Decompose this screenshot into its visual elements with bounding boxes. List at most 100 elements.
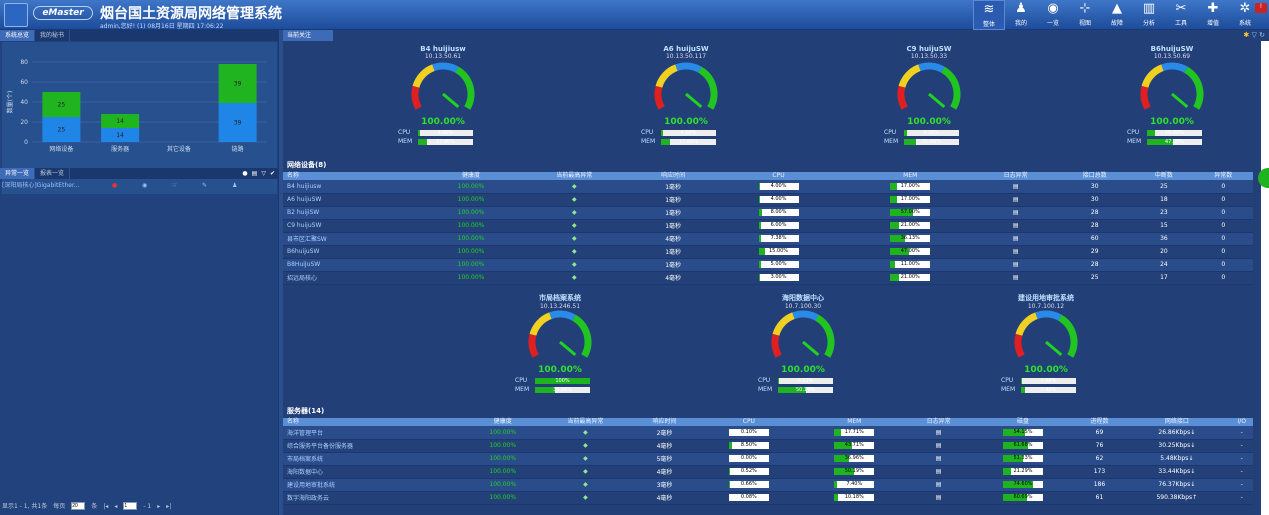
refresh-icon[interactable]: ↻ bbox=[1259, 31, 1265, 39]
status-dot-icon[interactable]: ◆ bbox=[571, 235, 577, 242]
table-row[interactable]: 数字海阳政务云 100.00% ◆ 4毫秒 0.08% 10.18% ▤ 60.69% 61 59… bbox=[283, 491, 1253, 505]
log-icon[interactable]: ▤ bbox=[935, 455, 942, 462]
log-icon[interactable]: ▤ bbox=[935, 481, 942, 488]
device-gauge[interactable]: 海阳数据中心 10.7.100.30 100.00% CPU 0.52% MEM 50.19… bbox=[748, 293, 858, 403]
log-icon[interactable]: ▤ bbox=[935, 494, 942, 501]
first-page-icon[interactable]: |◂ bbox=[103, 503, 109, 510]
log-icon[interactable]: ▤ bbox=[1012, 209, 1019, 216]
log-icon[interactable]: ▤ bbox=[1012, 235, 1019, 242]
nav-item-0[interactable]: ≋ 整体 bbox=[973, 0, 1005, 30]
log-icon[interactable]: ▤ bbox=[1012, 261, 1019, 268]
side-toggle-button[interactable] bbox=[1258, 168, 1269, 188]
device-gauge[interactable]: C9 huijuSW 10.13.50.33 100.00% CPU 6.00% MEM 2… bbox=[874, 45, 984, 155]
table-row[interactable]: B2 huijiSW 100.00% ◆ 1毫秒 8.00% 57.00% ▤ 28 23 0 bbox=[283, 206, 1253, 220]
settings-icon[interactable]: ✱ bbox=[1243, 31, 1250, 39]
network-rate: 590.38Kbps↑ bbox=[1123, 491, 1231, 505]
table-row[interactable]: 县市区汇聚SW 100.00% ◆ 4毫秒 7.38% 36.13% ▤ 60 36 0 bbox=[283, 232, 1253, 246]
nav-item-7[interactable]: ✚ 增值 bbox=[1197, 0, 1229, 30]
status-dot-icon[interactable]: ◆ bbox=[583, 494, 588, 501]
status-dot-icon[interactable]: ◆ bbox=[571, 274, 577, 281]
alarm-icon[interactable]: ! bbox=[1255, 3, 1267, 13]
gauge-mem-label: MEM bbox=[641, 138, 656, 145]
table-row[interactable]: 综合服务平台备份服务器 100.00% ◆ 4毫秒 8.50% 43.71% ▤ 61.68%… bbox=[283, 439, 1253, 453]
x-tick-label: 其它设备 bbox=[167, 145, 191, 153]
log-icon[interactable]: ▤ bbox=[1012, 222, 1019, 229]
log-icon[interactable]: ▤ bbox=[1012, 248, 1019, 255]
filter-icon[interactable]: ▽ bbox=[261, 170, 266, 177]
table-row[interactable]: B4 huijiusw 100.00% ◆ 1毫秒 4.00% 17.00% ▤ 30 25 0 bbox=[283, 180, 1253, 194]
gauge-mem-bar: MEM 17.00% bbox=[641, 138, 731, 145]
prev-page-icon[interactable]: ◂ bbox=[114, 503, 118, 510]
status-dot-icon[interactable]: ◆ bbox=[571, 182, 577, 190]
status-dot-icon[interactable]: ◆ bbox=[583, 455, 588, 462]
nav-item-1[interactable]: ♟ 我的 bbox=[1005, 0, 1037, 30]
page-count: - 1 bbox=[143, 503, 152, 510]
status-dot-icon[interactable]: ◆ bbox=[583, 481, 588, 488]
gauge-cpu-value: 15.00% bbox=[1164, 129, 1185, 136]
refresh-icon[interactable]: ● bbox=[242, 170, 248, 177]
table-row[interactable]: 招远局核心 100.00% ◆ 4毫秒 3.00% 21.00% ▤ 25 17 0 bbox=[283, 271, 1253, 285]
mem-value: 17.00% bbox=[900, 182, 920, 189]
per-page-input[interactable] bbox=[71, 502, 86, 510]
log-icon[interactable]: ▤ bbox=[935, 428, 942, 436]
tab-current-focus[interactable]: 当前关注 bbox=[283, 30, 333, 41]
log-icon[interactable]: ▤ bbox=[1012, 274, 1019, 281]
page-input[interactable] bbox=[123, 502, 138, 510]
table-row[interactable]: B8HuiJuSW 100.00% ◆ 1毫秒 5.00% 11.00% ▤ 28 24 0 bbox=[283, 258, 1253, 272]
nav-item-8[interactable]: ✲ 系统 bbox=[1229, 0, 1261, 30]
log-icon[interactable]: ▤ bbox=[1012, 196, 1019, 203]
nav-item-6[interactable]: ✂ 工具 bbox=[1165, 0, 1197, 30]
nav-item-2[interactable]: ◉ 一览 bbox=[1037, 0, 1069, 30]
tab-report-list[interactable]: 报表一览 bbox=[35, 168, 71, 179]
table-row[interactable]: A6 huijuSW 100.00% ◆ 1毫秒 4.00% 17.00% ▤ 30 18 0 bbox=[283, 193, 1253, 207]
status-dot-icon[interactable]: ◆ bbox=[571, 248, 577, 255]
table-row[interactable]: B6huijuSW 100.00% ◆ 1毫秒 15.00% 47.00% ▤ 29 20 0 bbox=[283, 245, 1253, 259]
table-row[interactable]: 市局档案系统 100.00% ◆ 5毫秒 0.00% 36.96% ▤ 51.33% 62 5.4… bbox=[283, 452, 1253, 466]
device-gauge[interactable]: 市局档案系统 10.13.246.51 100.00% CPU 100% MEM 36.96… bbox=[505, 293, 615, 403]
health-value: 100.00% bbox=[467, 439, 538, 453]
table-row[interactable]: C9 huijuSW 100.00% ◆ 1毫秒 6.00% 21.00% ▤ 28 15 0 bbox=[283, 219, 1253, 233]
confirm-icon[interactable]: ✔ bbox=[269, 170, 275, 177]
table-row[interactable]: 建设用地审批系统 100.00% ◆ 3毫秒 0.66% 7.40% ▤ 74.60% 186 7… bbox=[283, 478, 1253, 492]
nav-item-4[interactable]: ▲ 故障 bbox=[1101, 0, 1133, 30]
log-icon[interactable]: ▤ bbox=[1012, 182, 1019, 190]
disk-value: 74.60% bbox=[1013, 481, 1033, 487]
abnormal-row[interactable]: [深阳局核心]GigabitEther... ● ◉ ☞ ✎ ♟ bbox=[2, 181, 277, 191]
response-time: 4毫秒 bbox=[633, 271, 713, 285]
status-dot-icon[interactable]: ◆ bbox=[583, 428, 588, 436]
mem-fill bbox=[834, 468, 855, 475]
top-bar: eMaster 烟台国土资源局网络管理系统 admin,您好! (1) 08月1… bbox=[0, 0, 1269, 30]
nav-item-5[interactable]: ▥ 分析 bbox=[1133, 0, 1165, 30]
info-icon: ◉ bbox=[142, 182, 148, 189]
device-gauge[interactable]: B6huijuSW 10.13.50.69 100.00% CPU 15.00% MEM 4… bbox=[1117, 45, 1227, 155]
location-icon: ● bbox=[112, 182, 118, 189]
main-scrollbar[interactable] bbox=[1261, 41, 1269, 515]
status-dot-icon[interactable]: ◆ bbox=[571, 209, 577, 216]
table-row[interactable]: 海洋管理平台 100.00% ◆ 2毫秒 0.10% 17.71% ▤ 54.15% 69 26.… bbox=[283, 426, 1253, 440]
gauge-cpu-value: 100% bbox=[555, 377, 570, 384]
status-dot-icon[interactable]: ◆ bbox=[583, 468, 588, 475]
tab-abnormal-list[interactable]: 异常一览 bbox=[0, 168, 36, 179]
export-icon[interactable]: ▤ bbox=[251, 170, 258, 177]
log-icon[interactable]: ▤ bbox=[935, 468, 942, 475]
tab-my-secretary[interactable]: 我的秘书 bbox=[35, 30, 71, 41]
device-gauge[interactable]: B4 huijiusw 10.13.50.61 100.00% CPU 4.00% MEM… bbox=[388, 45, 498, 155]
nav-label: 我的 bbox=[1014, 20, 1027, 27]
gauge-arc bbox=[1184, 66, 1204, 110]
mem-bar: 17.71% bbox=[834, 428, 875, 436]
filter-icon[interactable]: ▽ bbox=[1251, 31, 1257, 39]
table-row[interactable]: 海阳数据中心 100.00% ◆ 4毫秒 0.52% 50.19% ▤ 21.29% 173 33… bbox=[283, 465, 1253, 479]
last-page-icon[interactable]: ▸| bbox=[166, 503, 172, 510]
status-dot-icon[interactable]: ◆ bbox=[571, 222, 577, 229]
nav-item-3[interactable]: ⊹ 视图 bbox=[1069, 0, 1101, 30]
log-icon[interactable]: ▤ bbox=[935, 442, 942, 449]
mem-fill bbox=[890, 182, 898, 190]
response-time: 1毫秒 bbox=[633, 193, 713, 207]
next-page-icon[interactable]: ▸ bbox=[157, 503, 161, 510]
status-dot-icon[interactable]: ◆ bbox=[583, 442, 588, 449]
tab-system-overview[interactable]: 系统总览 bbox=[0, 30, 36, 41]
status-dot-icon[interactable]: ◆ bbox=[571, 261, 577, 268]
status-dot-icon[interactable]: ◆ bbox=[571, 196, 577, 203]
device-gauge[interactable]: A6 huijuSW 10.13.50.117 100.00% CPU 4.00% MEM… bbox=[631, 45, 741, 155]
device-gauge[interactable]: 建设用地审批系统 10.7.100.12 100.00% CPU 0.66% MEM 7.4… bbox=[991, 293, 1101, 403]
